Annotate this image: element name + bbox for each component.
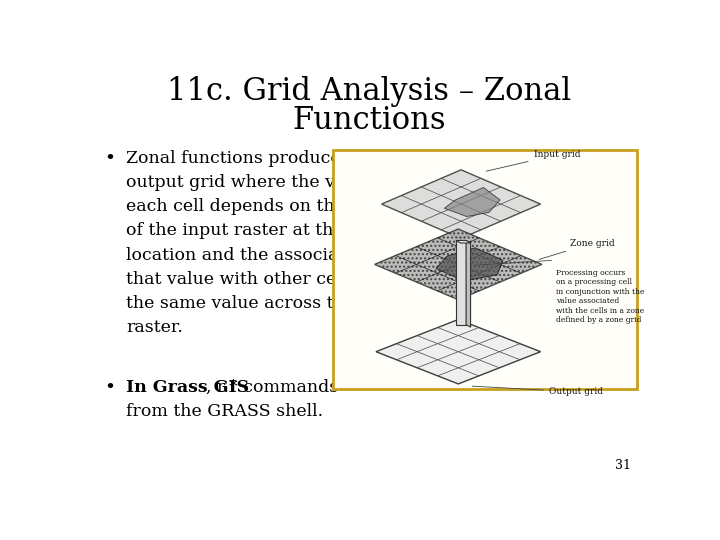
- Text: 31: 31: [616, 460, 631, 472]
- Text: each cell depends on the value: each cell depends on the value: [126, 198, 397, 215]
- Text: Zone grid: Zone grid: [539, 239, 614, 259]
- Text: Input grid: Input grid: [486, 150, 580, 171]
- Text: •: •: [104, 379, 115, 397]
- Text: location and the association of: location and the association of: [126, 246, 395, 264]
- Text: of the input raster at that: of the input raster at that: [126, 222, 351, 239]
- Text: Output grid: Output grid: [472, 386, 603, 396]
- Text: Functions: Functions: [292, 105, 446, 137]
- Text: output grid where the value of: output grid where the value of: [126, 174, 395, 191]
- Text: Processing occurs
on a processing cell
in conjunction with the
value associated
: Processing occurs on a processing cell i…: [556, 268, 644, 324]
- Text: raster.: raster.: [126, 319, 183, 336]
- Polygon shape: [382, 170, 541, 238]
- Text: 11c. Grid Analysis – Zonal: 11c. Grid Analysis – Zonal: [167, 76, 571, 107]
- Polygon shape: [444, 187, 500, 217]
- FancyBboxPatch shape: [333, 150, 637, 389]
- Polygon shape: [456, 240, 471, 243]
- Text: Zonal functions produce an: Zonal functions produce an: [126, 150, 368, 167]
- Polygon shape: [436, 248, 503, 281]
- Text: •: •: [104, 150, 115, 168]
- Polygon shape: [376, 320, 541, 384]
- Text: the same value across the input: the same value across the input: [126, 295, 407, 312]
- Text: that value with other cells of: that value with other cells of: [126, 271, 379, 288]
- Text: , r.* commands: , r.* commands: [205, 379, 338, 396]
- Polygon shape: [466, 240, 471, 327]
- Text: In Grass GIS: In Grass GIS: [126, 379, 249, 396]
- Polygon shape: [456, 240, 466, 325]
- Text: from the GRASS shell.: from the GRASS shell.: [126, 403, 323, 420]
- Polygon shape: [374, 229, 542, 300]
